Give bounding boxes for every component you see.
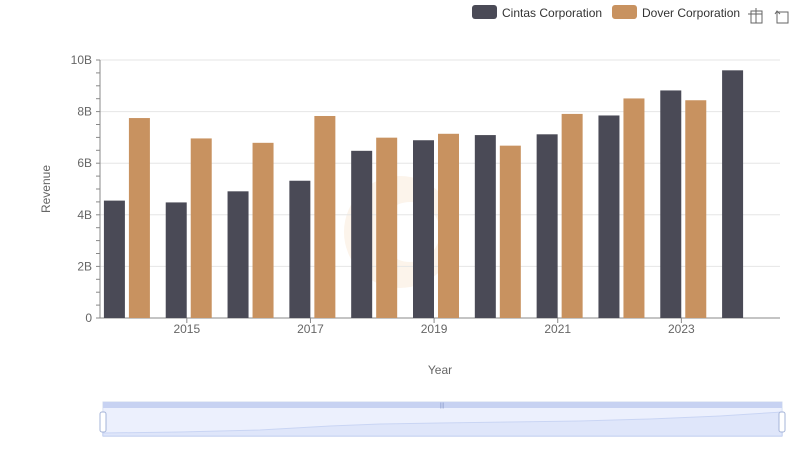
bar-cintas-corporation-2024[interactable] — [722, 70, 744, 318]
y-axis-title: Revenue — [39, 165, 53, 213]
bar-dover-corporation-2023[interactable] — [685, 100, 707, 318]
x-tick-label: 2021 — [544, 322, 571, 336]
bar-dover-corporation-2020[interactable] — [499, 145, 521, 318]
data-zoom-handle-right[interactable] — [778, 411, 786, 433]
bar-dover-corporation-2014[interactable] — [128, 118, 150, 318]
y-tick-label: 4B — [77, 208, 92, 222]
y-tick-label: 8B — [77, 105, 92, 119]
x-axis-title: Year — [428, 363, 452, 377]
data-zoom-selected-range[interactable] — [103, 407, 782, 436]
bar-dover-corporation-2018[interactable] — [376, 137, 398, 318]
bar-cintas-corporation-2015[interactable] — [165, 202, 187, 318]
x-tick-label: 2015 — [173, 322, 200, 336]
y-axis: 0 2B 4B 6B 8B 10B — [71, 53, 101, 325]
y-tick-label: 0 — [85, 311, 92, 325]
bars — [103, 70, 744, 319]
legend-item-cintas-corporation[interactable]: Cintas Corporation — [472, 5, 602, 20]
zoom-select-icon[interactable] — [748, 8, 763, 24]
x-tick-label: 2017 — [297, 322, 324, 336]
bar-cintas-corporation-2018[interactable] — [351, 150, 373, 318]
data-zoom-top-bar[interactable] — [103, 402, 782, 408]
bar-dover-corporation-2021[interactable] — [561, 113, 583, 318]
bar-cintas-corporation-2021[interactable] — [536, 134, 558, 318]
legend: Cintas Corporation Dover Corporation — [472, 5, 740, 20]
legend-item-dover-corporation[interactable]: Dover Corporation — [612, 5, 740, 20]
legend-swatch — [472, 5, 497, 19]
x-tick-label: 2019 — [421, 322, 448, 336]
x-axis: 2015 2017 2019 2021 2023 — [100, 317, 780, 336]
data-zoom-slider[interactable]: ||| — [99, 401, 786, 437]
y-tick-label: 10B — [71, 53, 92, 67]
bar-cintas-corporation-2020[interactable] — [474, 135, 496, 318]
legend-label: Cintas Corporation — [502, 6, 602, 20]
y-tick-label: 2B — [77, 259, 92, 273]
bar-cintas-corporation-2023[interactable] — [660, 90, 682, 318]
bar-cintas-corporation-2019[interactable] — [413, 140, 434, 318]
zoom-restore-icon[interactable] — [774, 10, 789, 24]
legend-label: Dover Corporation — [642, 6, 740, 20]
bar-cintas-corporation-2016[interactable] — [227, 191, 249, 318]
bar-cintas-corporation-2017[interactable] — [289, 180, 311, 318]
bar-cintas-corporation-2022[interactable] — [598, 115, 620, 318]
data-zoom-grip-icon[interactable]: ||| — [440, 403, 445, 409]
bar-cintas-corporation-2014[interactable] — [103, 200, 125, 318]
bar-dover-corporation-2017[interactable] — [314, 115, 336, 319]
x-tick-label: 2023 — [668, 322, 695, 336]
data-zoom-handle-left[interactable] — [99, 411, 107, 433]
bar-dover-corporation-2022[interactable] — [623, 98, 645, 318]
bar-dover-corporation-2019[interactable] — [438, 133, 459, 318]
bar-dover-corporation-2016[interactable] — [252, 142, 274, 318]
legend-swatch — [612, 5, 637, 19]
y-tick-label: 6B — [77, 156, 92, 170]
bar-dover-corporation-2015[interactable] — [190, 138, 212, 318]
